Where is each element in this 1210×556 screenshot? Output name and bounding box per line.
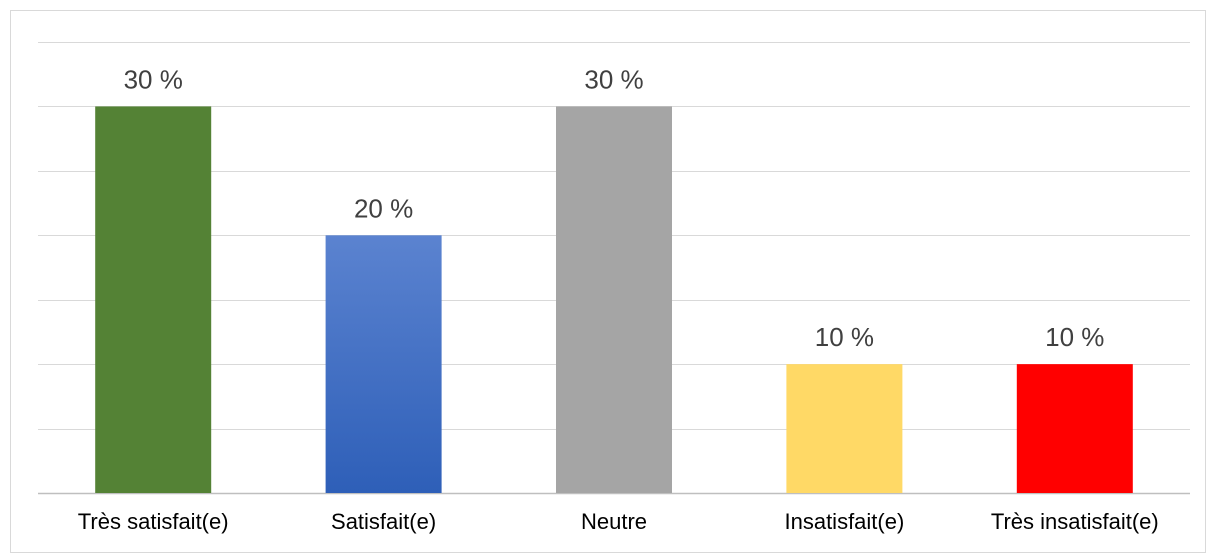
data-labels: 30 % 20 % 30 % 10 % 10 % <box>124 64 1105 352</box>
category-label-4: Insatisfait(e) <box>784 509 904 534</box>
category-label-3: Neutre <box>581 509 647 534</box>
category-label-5: Très insatisfait(e) <box>991 509 1159 534</box>
category-label-2: Satisfait(e) <box>331 509 436 534</box>
bar-1 <box>95 106 212 493</box>
data-label-4: 10 % <box>815 322 874 352</box>
bar-4 <box>786 364 903 493</box>
data-label-1: 30 % <box>124 64 183 94</box>
category-label-1: Très satisfait(e) <box>78 509 229 534</box>
bar-3 <box>556 106 672 493</box>
bars <box>95 106 1133 494</box>
bar-5 <box>1016 364 1133 493</box>
category-labels: Très satisfait(e) Satisfait(e) Neutre Insat… <box>78 509 1159 534</box>
data-label-5: 10 % <box>1045 322 1104 352</box>
data-label-3: 30 % <box>584 64 643 94</box>
bar-2 <box>325 235 442 494</box>
data-label-2: 20 % <box>354 193 413 223</box>
